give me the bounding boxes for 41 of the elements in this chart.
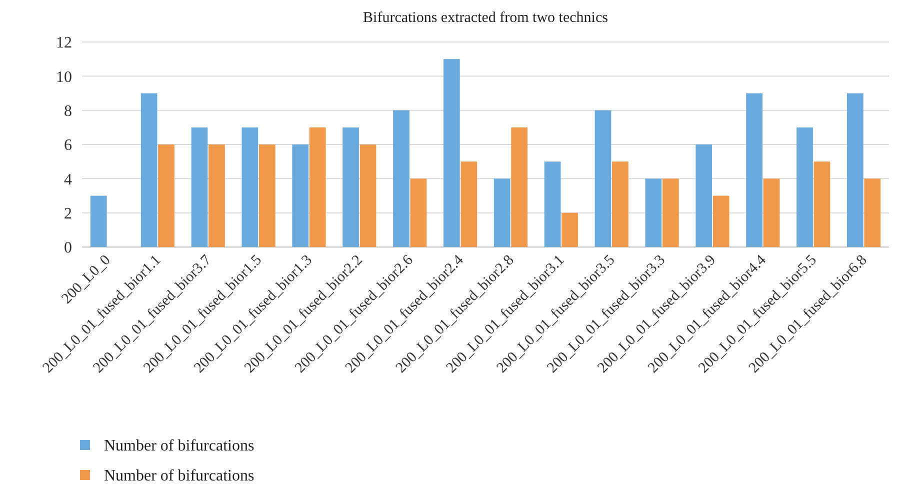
y-tick-label: 4	[64, 171, 72, 188]
bar	[242, 127, 258, 247]
bar	[208, 144, 225, 247]
bar	[814, 162, 830, 247]
bar	[746, 93, 762, 247]
chart-title: Bifurcations extracted from two technics	[363, 10, 608, 26]
bar	[846, 93, 864, 247]
bar	[443, 59, 460, 247]
bar	[864, 178, 881, 247]
bar	[140, 93, 158, 247]
bar	[494, 178, 510, 247]
legend-label: Number of bifurcations	[104, 468, 254, 485]
y-tick-label: 8	[64, 102, 72, 120]
bar	[612, 162, 628, 247]
bar	[662, 178, 679, 247]
bar	[511, 127, 528, 247]
bar	[158, 144, 174, 247]
bar	[360, 144, 376, 247]
bar	[410, 178, 427, 247]
bar	[191, 127, 208, 247]
bar	[90, 196, 107, 247]
bar	[645, 178, 662, 247]
bar	[796, 127, 813, 247]
bar	[292, 144, 309, 247]
bar	[544, 162, 561, 247]
y-tick-label: 6	[64, 137, 72, 154]
bar	[594, 110, 612, 247]
bar	[562, 212, 578, 247]
y-tick-label: 12	[56, 34, 72, 52]
bar	[258, 144, 276, 247]
bar	[460, 162, 478, 247]
bar	[712, 196, 730, 247]
y-tick-label: 10	[56, 68, 72, 86]
bar	[393, 110, 410, 247]
bar	[696, 144, 712, 247]
legend-label: Number of bifurcations	[104, 438, 254, 455]
bar	[763, 178, 780, 247]
y-tick-label: 2	[64, 205, 72, 222]
bar	[309, 127, 326, 247]
bar	[342, 127, 359, 247]
y-tick-label: 0	[64, 240, 72, 257]
